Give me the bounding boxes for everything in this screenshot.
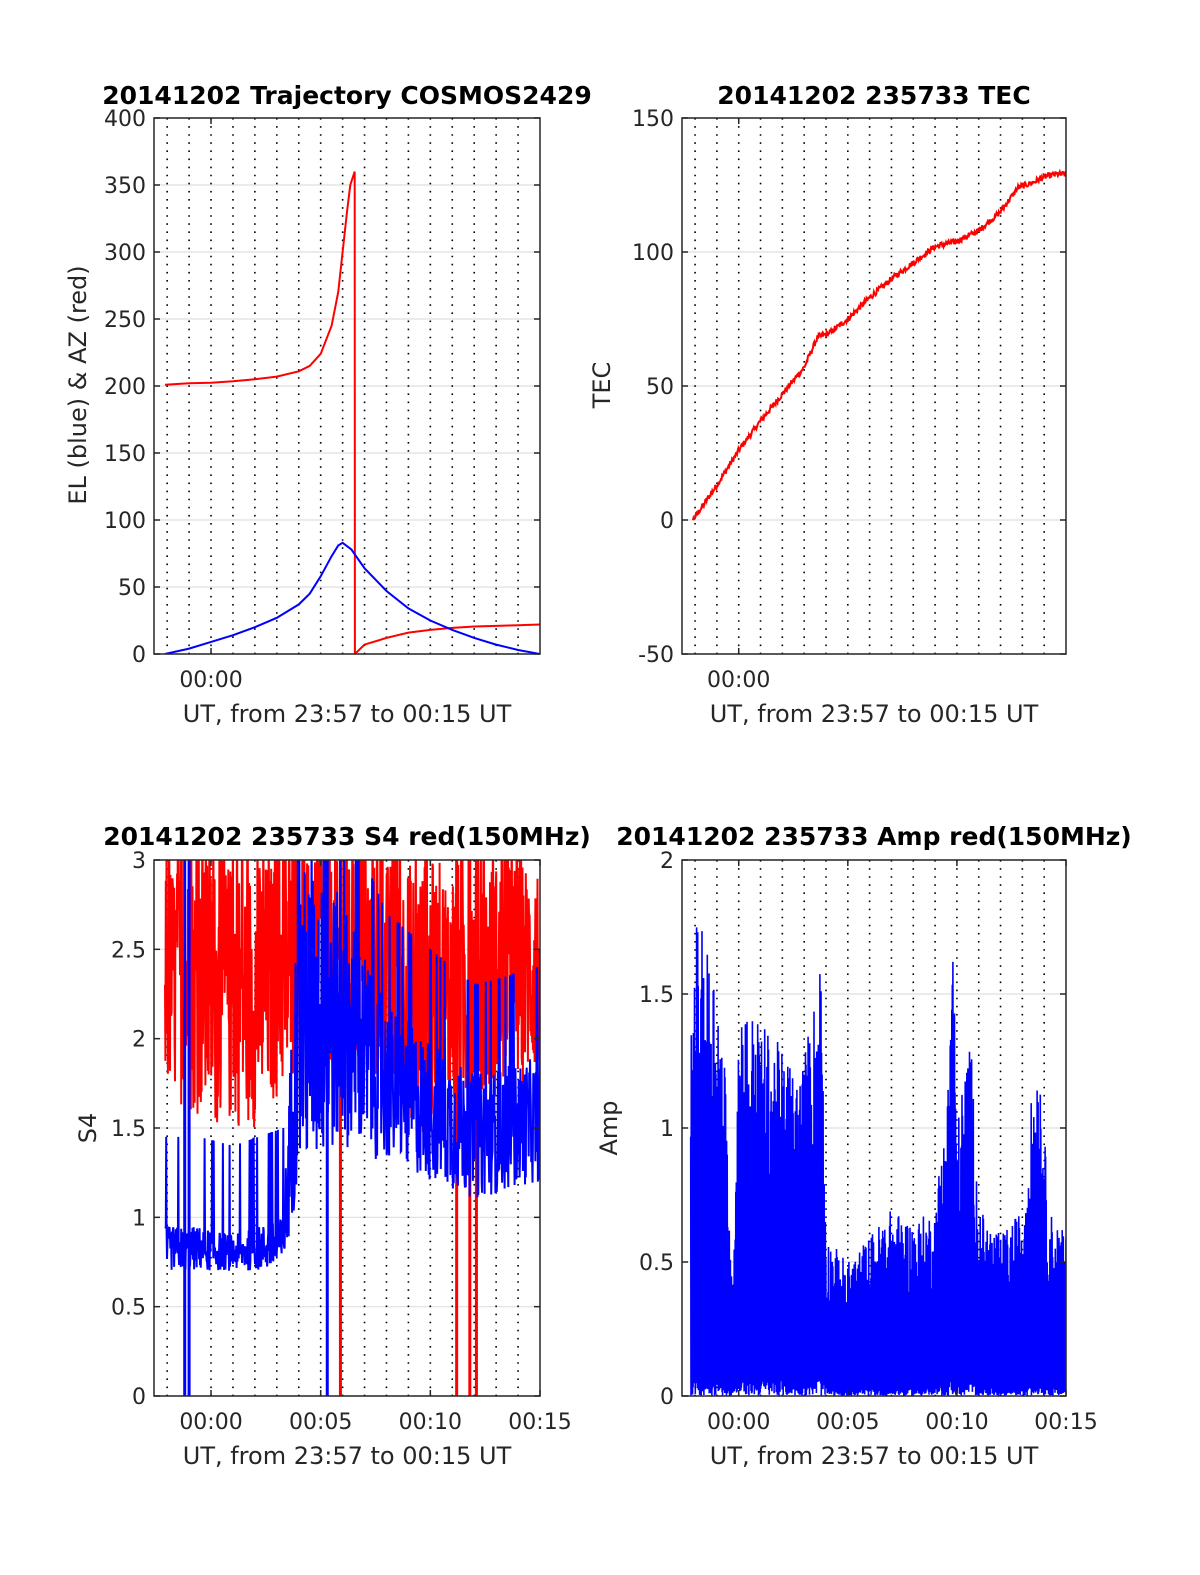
series-line-red <box>691 168 1066 521</box>
y-tick-label: 1 <box>132 1206 146 1231</box>
chart-title: 20141202 235733 S4 red(150MHz) <box>103 822 591 851</box>
chart-tec: 20141202 235733 TEC TEC UT, from 23:57 t… <box>588 81 1067 728</box>
series-noise-blue <box>164 860 540 1271</box>
y-tick-label: 100 <box>104 509 146 534</box>
y-tick-label: 0.5 <box>111 1296 146 1321</box>
series-envelope-blue <box>689 927 1066 1396</box>
y-tick-label: 1.5 <box>111 1117 146 1142</box>
chart-s4: 20141202 235733 S4 red(150MHz) S4 UT, fr… <box>74 822 591 1470</box>
x-tick-label: 00:05 <box>816 1410 879 1435</box>
y-axis-label: EL (blue) & AZ (red) <box>64 265 92 504</box>
x-tick-label: 00:05 <box>289 1410 352 1435</box>
y-tick-label: 50 <box>118 576 146 601</box>
y-tick-label: -50 <box>638 643 674 668</box>
x-tick-label: 00:00 <box>707 668 770 693</box>
y-axis-label: TEC <box>588 362 616 410</box>
x-axis-label: UT, from 23:57 to 00:15 UT <box>183 1442 512 1470</box>
chart-title: 20141202 235733 Amp red(150MHz) <box>616 822 1132 851</box>
series-line-red <box>164 171 540 654</box>
y-tick-label: 300 <box>104 241 146 266</box>
y-tick-label: 350 <box>104 174 146 199</box>
plot-area <box>691 168 1066 521</box>
y-tick-label: 0 <box>660 509 674 534</box>
x-tick-label: 00:00 <box>179 668 242 693</box>
y-tick-label: 0 <box>132 643 146 668</box>
x-axis-label: UT, from 23:57 to 00:15 UT <box>710 700 1039 728</box>
chart-title: 20141202 235733 TEC <box>717 81 1030 110</box>
x-tick-label: 00:10 <box>399 1410 462 1435</box>
y-tick-label: 2.5 <box>111 938 146 963</box>
y-tick-label: 100 <box>632 241 674 266</box>
plot-area <box>689 927 1066 1396</box>
y-tick-label: 1.5 <box>639 983 674 1008</box>
y-tick-label: 2 <box>132 1028 146 1053</box>
plot-area <box>164 171 540 654</box>
y-tick-label: 50 <box>646 375 674 400</box>
x-tick-label: 00:15 <box>508 1410 571 1435</box>
x-tick-label: 00:15 <box>1034 1410 1097 1435</box>
x-tick-label: 00:00 <box>707 1410 770 1435</box>
y-tick-label: 400 <box>104 107 146 132</box>
y-tick-label: 150 <box>104 442 146 467</box>
x-axis-label: UT, from 23:57 to 00:15 UT <box>710 1442 1039 1470</box>
series-line-blue <box>164 541 540 654</box>
y-tick-label: 0 <box>660 1385 674 1410</box>
plot-area <box>164 860 540 1396</box>
y-axis-label: S4 <box>74 1113 102 1144</box>
y-tick-label: 0 <box>132 1385 146 1410</box>
y-tick-label: 3 <box>132 849 146 874</box>
x-tick-label: 00:10 <box>925 1410 988 1435</box>
y-tick-label: 1 <box>660 1117 674 1142</box>
chart-title: 20141202 Trajectory COSMOS2429 <box>102 81 592 110</box>
y-tick-label: 250 <box>104 308 146 333</box>
y-tick-label: 0.5 <box>639 1251 674 1276</box>
chart-amp: 20141202 235733 Amp red(150MHz) Amp UT, … <box>595 822 1132 1470</box>
x-axis-label: UT, from 23:57 to 00:15 UT <box>183 700 512 728</box>
y-tick-label: 2 <box>660 849 674 874</box>
y-tick-label: 200 <box>104 375 146 400</box>
x-tick-label: 00:00 <box>179 1410 242 1435</box>
y-axis-label: Amp <box>595 1100 623 1155</box>
chart-trajectory: 20141202 Trajectory COSMOS2429 EL (blue)… <box>64 81 592 728</box>
y-tick-label: 150 <box>632 107 674 132</box>
